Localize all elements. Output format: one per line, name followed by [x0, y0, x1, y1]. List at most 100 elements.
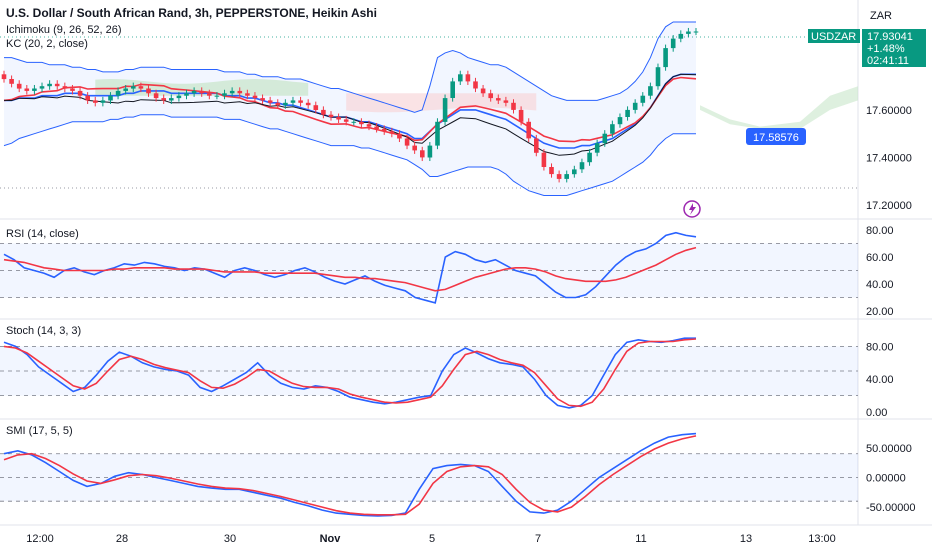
candle-body [389, 131, 395, 134]
candle-body [321, 109, 326, 115]
candle-body [313, 105, 319, 110]
time-tick-label: 30 [224, 533, 236, 545]
indicator-tick-label: 80.00 [866, 341, 894, 353]
indicator-series-line [3, 231, 697, 304]
overlay-kc-label[interactable]: KC (20, 2, close) [6, 38, 88, 50]
candle-body [587, 152, 592, 163]
lightning-icon[interactable] [683, 200, 701, 218]
candle-body [24, 88, 30, 91]
candle-body [496, 98, 501, 101]
candle-body [108, 95, 113, 101]
candle-body [336, 117, 341, 120]
kc-lower-line [3, 114, 696, 196]
candle-body [655, 67, 661, 87]
candle-body [161, 98, 166, 101]
ichimoku-conversion-line [3, 73, 697, 156]
indicator-series-line [3, 435, 697, 516]
candle-body [412, 145, 417, 151]
price-tick-label: 17.20000 [866, 200, 912, 212]
candle-body [47, 83, 52, 87]
marks-layer: 17.8000017.6000017.4000017.2000080.0060.… [1, 21, 916, 545]
indicator-series-line [3, 338, 697, 408]
candle-body [16, 83, 22, 89]
candle-body [534, 138, 539, 153]
candle-body [62, 86, 68, 89]
candle-body [404, 138, 410, 146]
candle-body [648, 86, 653, 96]
candle-body [610, 124, 615, 134]
candle-body [115, 90, 121, 96]
candle-body [85, 95, 90, 101]
candle-body [572, 169, 577, 175]
candle-body [686, 31, 691, 34]
candle-body [427, 145, 433, 158]
candle-body [556, 174, 562, 179]
candle-body [465, 74, 471, 82]
candle-body [450, 81, 455, 98]
candle-body [229, 90, 235, 94]
indicator-tick-label: 0.00 [866, 407, 887, 419]
indicator-tick-label: 50.00000 [866, 443, 912, 455]
candle-body [39, 86, 45, 89]
cloud-badge: 17.58576 [746, 128, 806, 145]
candle-body [640, 95, 646, 103]
candle-body [420, 150, 425, 158]
candle-body [594, 143, 600, 153]
indicator-tick-label: 20.00 [866, 306, 894, 318]
time-tick-label: 5 [429, 533, 435, 545]
time-tick-label: Nov [320, 533, 342, 545]
candle-body [518, 109, 524, 122]
indicator-tick-label: 80.00 [866, 225, 894, 237]
indicator-series-line [3, 246, 697, 292]
ichimoku-base-line [3, 76, 697, 143]
time-tick-label: 7 [535, 533, 541, 545]
candle-body [298, 100, 303, 103]
candle-body [199, 90, 204, 94]
stoch-title[interactable]: Stoch (14, 3, 3) [6, 325, 81, 337]
time-tick-label: 12:00 [26, 533, 54, 545]
smi-title[interactable]: SMI (17, 5, 5) [6, 425, 73, 437]
cloud-badge-value: 17.58576 [753, 132, 799, 144]
indicator-tick-label: 40.00 [866, 279, 894, 291]
candle-body [663, 48, 668, 68]
candle-body [9, 79, 14, 84]
candle-body [252, 95, 258, 99]
candle-body [283, 102, 288, 106]
candle-body [625, 109, 630, 117]
candle-body [176, 95, 182, 99]
candle-body [480, 88, 486, 94]
candle-body [617, 117, 623, 125]
rsi-title[interactable]: RSI (14, close) [6, 228, 79, 240]
indicator-tick-label: 0.00000 [866, 472, 906, 484]
candle-body [146, 88, 151, 94]
indicator-series-line [3, 337, 696, 409]
price-badge-bg [862, 29, 926, 67]
cloud-badge-bg [746, 128, 806, 145]
candle-body [381, 128, 387, 132]
time-tick-label: 13:00 [808, 533, 836, 545]
candle-body [305, 102, 311, 106]
currency-label[interactable]: ZAR [870, 10, 892, 22]
candle-body [693, 31, 699, 33]
candle-body [1, 74, 7, 80]
candle-body [359, 121, 364, 125]
overlay-ichimoku-label[interactable]: Ichimoku (9, 26, 52, 26) [6, 24, 122, 36]
candle-body [237, 90, 243, 94]
ticker-badge-bg [808, 29, 860, 43]
indicator-tick-label: 40.00 [866, 374, 894, 386]
candle-body [275, 102, 281, 106]
candle-body [245, 93, 250, 96]
candle-body [343, 119, 349, 122]
candle-body [541, 152, 547, 167]
candle-body [153, 93, 159, 99]
candle-body [123, 88, 128, 91]
candle-body [579, 162, 585, 170]
candle-body [260, 98, 265, 101]
candle-body [267, 100, 273, 103]
candle-body [473, 81, 478, 89]
candle-body [191, 90, 197, 94]
candle-body [214, 95, 220, 97]
time-tick-label: 13 [740, 533, 752, 545]
